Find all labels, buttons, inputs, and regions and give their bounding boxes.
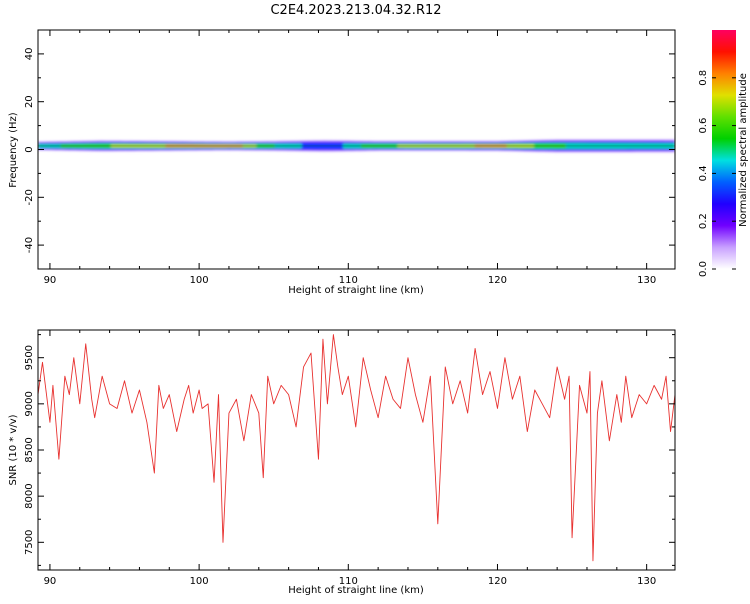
snr-y-tick-label: 9000 bbox=[24, 391, 35, 416]
spectrogram-y-tick-label: -20 bbox=[24, 189, 35, 205]
snr-plot-frame bbox=[37, 329, 676, 571]
spectrogram-y-tick-label: -40 bbox=[24, 237, 35, 253]
colorbar-tick-label: 0.6 bbox=[698, 118, 709, 134]
colorbar-gradient bbox=[712, 30, 736, 269]
colorbar-tick-label: 0.8 bbox=[698, 70, 709, 86]
snr-x-tick-label: 130 bbox=[637, 576, 656, 587]
spectrogram-panel: 90 100 110 120 130 -40 -20 0 20 40 Height of str… bbox=[8, 29, 676, 296]
snr-y-tick-label: 7500 bbox=[24, 530, 35, 555]
colorbar: 0.0 0.2 0.4 0.6 0.8 Normalized spectral ampl… bbox=[698, 30, 749, 277]
spectrogram-y-tick-label: 20 bbox=[24, 95, 35, 108]
snr-x-tick-label: 110 bbox=[339, 576, 358, 587]
spectrogram-x-tick-label: 90 bbox=[44, 275, 57, 286]
snr-x-tick-label: 90 bbox=[44, 576, 57, 587]
figure-title: C2E4.2023.213.04.32.R12 bbox=[270, 3, 441, 18]
colorbar-tick-label: 0.0 bbox=[698, 261, 709, 277]
snr-y-tick-label: 8000 bbox=[24, 483, 35, 508]
snr-y-tick-label: 8500 bbox=[24, 437, 35, 462]
spectrogram-x-tick-label: 130 bbox=[637, 275, 656, 286]
spectrogram-y-tick-label: 0 bbox=[24, 146, 35, 152]
snr-y-ticks: 7500 8000 8500 9000 9500 bbox=[24, 334, 675, 566]
spectrogram-y-tick-label: 40 bbox=[24, 48, 35, 61]
snr-x-tick-label: 100 bbox=[190, 576, 209, 587]
spectrogram-x-tick-label: 110 bbox=[339, 275, 358, 286]
snr-y-axis-label: SNR (10 * v/v) bbox=[8, 414, 19, 485]
colorbar-tick-label: 0.2 bbox=[698, 213, 709, 229]
colorbar-ticks: 0.0 0.2 0.4 0.6 0.8 bbox=[698, 70, 736, 277]
snr-y-tick-label: 9500 bbox=[24, 345, 35, 370]
snr-x-axis-label: Height of straight line (km) bbox=[288, 585, 424, 596]
spectrogram-x-axis-label: Height of straight line (km) bbox=[288, 285, 424, 296]
spectrogram-band bbox=[38, 139, 675, 153]
spectrogram-y-axis-label: Frequency (Hz) bbox=[8, 112, 19, 188]
snr-panel: 90 100 110 120 130 7500 8000 8500 9000 9500 Heig… bbox=[8, 329, 676, 596]
colorbar-tick-label: 0.4 bbox=[698, 165, 709, 181]
spectrogram-y-ticks: -40 -20 0 20 40 bbox=[24, 29, 675, 270]
snr-series-line bbox=[38, 334, 675, 562]
spectrogram-x-tick-label: 100 bbox=[190, 275, 209, 286]
snr-x-tick-label: 120 bbox=[488, 576, 507, 587]
snr-x-ticks: 90 100 110 120 130 bbox=[44, 330, 656, 587]
spectrogram-x-ticks: 90 100 110 120 130 bbox=[44, 30, 656, 286]
spectrogram-x-tick-label: 120 bbox=[488, 275, 507, 286]
colorbar-label: Normalized spectral amplitude bbox=[738, 73, 749, 227]
